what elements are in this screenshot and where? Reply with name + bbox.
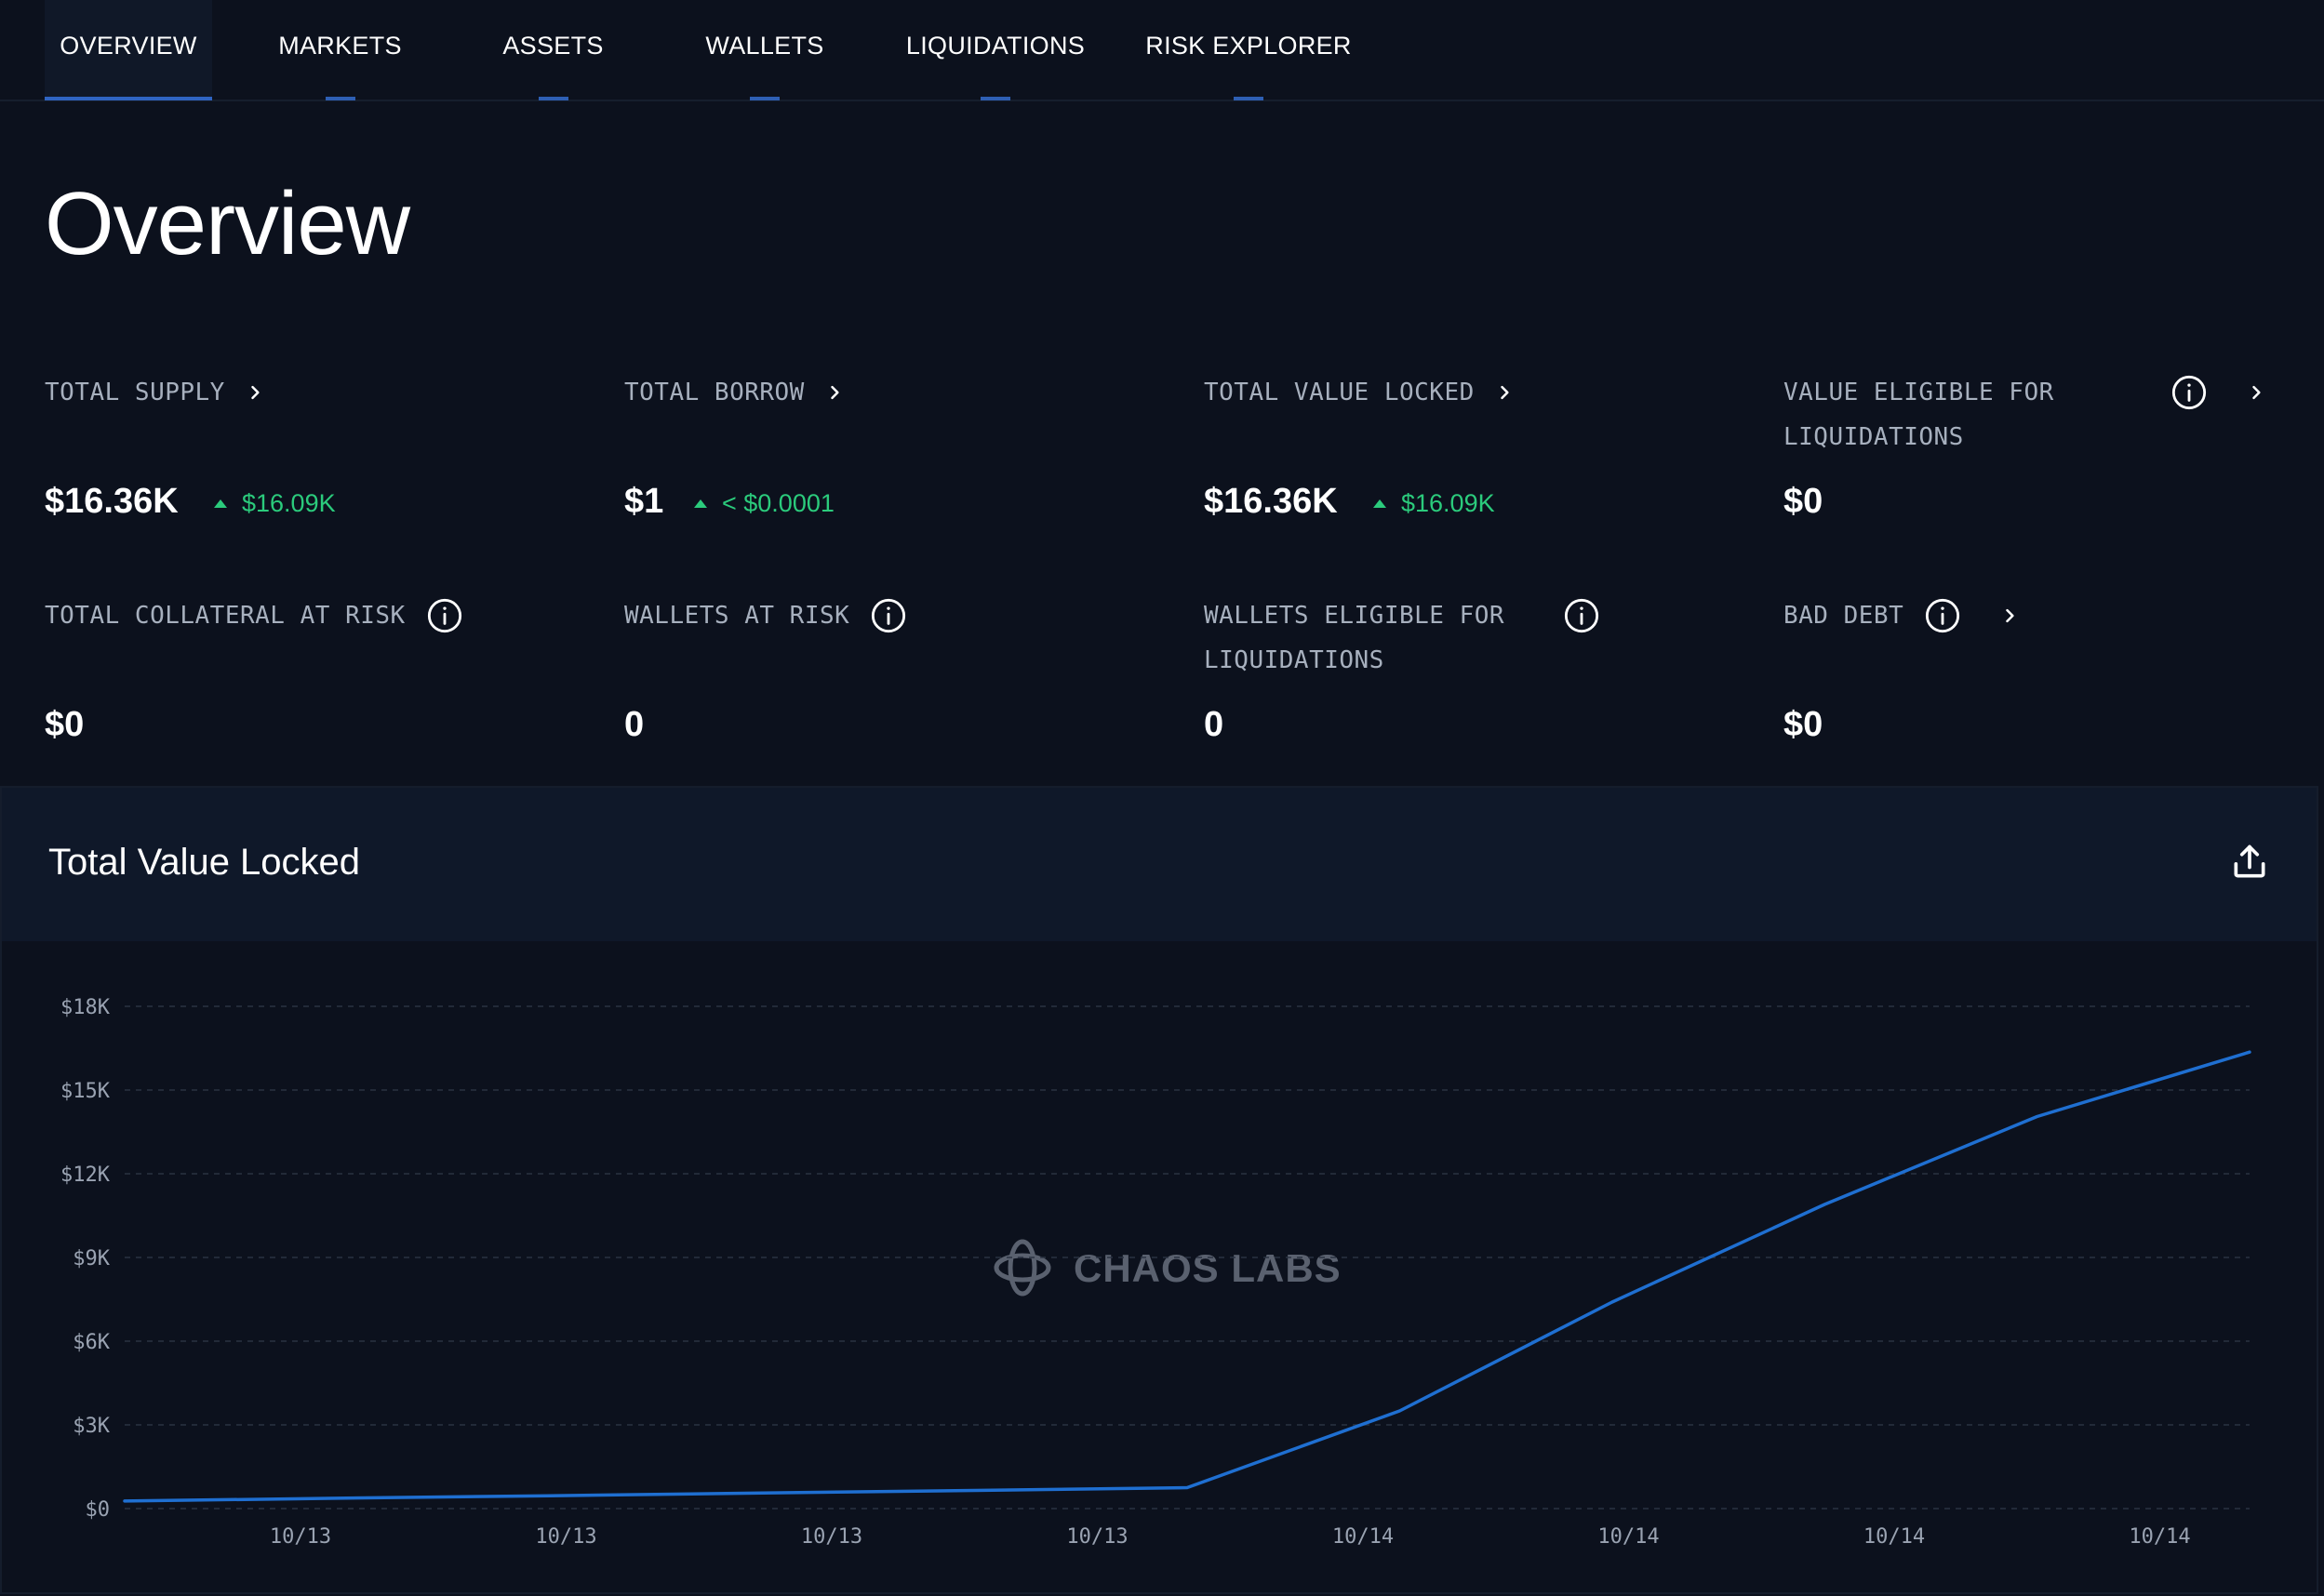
metric-value: 0 — [624, 705, 645, 744]
metric-value: $0 — [1783, 705, 1823, 744]
tvl-chart-card: Total Value Locked CHAOS LABS $0 $3K $6K $9K… — [0, 786, 2318, 1594]
info-icon[interactable] — [1563, 597, 1600, 634]
x-tick-label: 10/13 — [801, 1525, 862, 1549]
tab-risk-explorer[interactable]: RISK EXPLORER — [1137, 0, 1360, 100]
metric-total-borrow[interactable]: TOTAL BORROW — [624, 370, 1145, 584]
y-tick-label: $12K — [60, 1164, 111, 1187]
tab-indicator — [538, 97, 568, 100]
metric-label: WALLETS ELIGIBLE FOR LIQUIDATIONS — [1204, 602, 1505, 674]
info-icon[interactable] — [2170, 374, 2208, 411]
trend-up-icon — [214, 499, 227, 508]
chevron-right-icon[interactable] — [1495, 383, 1514, 402]
metric-delta-value: $16.09K — [242, 489, 336, 517]
metric-label: TOTAL COLLATERAL AT RISK — [45, 602, 406, 630]
export-icon[interactable] — [2229, 842, 2270, 883]
tab-indicator — [750, 97, 780, 100]
metric-value: $0 — [1783, 482, 1823, 521]
metric-label: TOTAL SUPPLY — [45, 379, 225, 406]
metric-delta-value: < $0.0001 — [722, 489, 835, 517]
metric-value: $16.36K — [1204, 482, 1338, 521]
chaos-labs-logo-icon — [994, 1239, 1051, 1297]
info-icon[interactable] — [1924, 597, 1961, 634]
tab-label: OVERVIEW — [60, 31, 197, 60]
metric-delta: < $0.0001 — [694, 489, 835, 518]
tab-indicator — [1234, 97, 1263, 100]
tab-wallets[interactable]: WALLETS — [700, 0, 830, 100]
tab-liquidations[interactable]: LIQUIDATIONS — [888, 0, 1102, 100]
tvl-line-chart: CHAOS LABS $0 $3K $6K $9K $12K $15K $18K 10/13 10… — [60, 996, 2251, 1549]
chevron-right-icon[interactable] — [2000, 606, 2019, 625]
x-tick-label: 10/13 — [1066, 1525, 1128, 1549]
x-tick-label: 10/14 — [1597, 1525, 1659, 1549]
chart-header: Total Value Locked — [2, 788, 2317, 941]
chevron-right-icon[interactable] — [2247, 383, 2265, 402]
tab-markets[interactable]: MARKETS — [278, 0, 402, 100]
x-tick-label: 10/13 — [535, 1525, 596, 1549]
tab-indicator — [981, 97, 1010, 100]
metric-wallets-eligible-for-liquidations: WALLETS ELIGIBLE FOR LIQUIDATIONS — [1204, 593, 1725, 807]
info-icon[interactable] — [870, 597, 907, 634]
metric-value: 0 — [1204, 705, 1224, 744]
tab-label: WALLETS — [705, 31, 824, 60]
metric-value: $1 — [624, 482, 664, 521]
page-title: Overview — [45, 174, 410, 273]
metric-delta: $16.09K — [1373, 489, 1495, 518]
tab-indicator — [325, 97, 355, 100]
chevron-right-icon[interactable] — [246, 383, 264, 402]
x-tick-label: 10/14 — [1863, 1525, 1925, 1549]
metric-total-collateral-at-risk: TOTAL COLLATERAL AT RISK — [45, 593, 566, 807]
metric-label: WALLETS AT RISK — [624, 602, 850, 630]
top-nav: OVERVIEW MARKETS ASSETS WALLETS LIQUIDATIONS… — [0, 0, 2324, 101]
metric-value: $0 — [45, 705, 85, 744]
tab-overview[interactable]: OVERVIEW — [45, 0, 212, 100]
metric-delta: $16.09K — [214, 489, 336, 518]
x-tick-label: 10/14 — [2129, 1525, 2190, 1549]
tab-label: ASSETS — [502, 31, 604, 60]
metric-label: TOTAL BORROW — [624, 379, 805, 406]
tab-label: LIQUIDATIONS — [905, 31, 1086, 60]
metric-label: BAD DEBT — [1783, 602, 1904, 630]
x-tick-label: 10/13 — [270, 1525, 331, 1549]
info-icon[interactable] — [426, 597, 463, 634]
metric-wallets-at-risk: WALLETS AT RISK — [624, 593, 1145, 807]
y-tick-label: $0 — [86, 1498, 111, 1522]
y-tick-label: $9K — [73, 1247, 110, 1270]
x-tick-label: 10/14 — [1332, 1525, 1394, 1549]
metric-label: TOTAL VALUE LOCKED — [1204, 379, 1475, 406]
watermark-text: CHAOS LABS — [1074, 1246, 1342, 1290]
metric-value: $16.36K — [45, 482, 179, 521]
tvl-series-line — [123, 1050, 2251, 1503]
tab-indicator — [45, 97, 212, 100]
metric-delta-value: $16.09K — [1401, 489, 1495, 517]
chart-title: Total Value Locked — [48, 842, 361, 883]
metric-total-supply[interactable]: TOTAL SUPPLY — [45, 370, 566, 584]
tab-label: RISK EXPLORER — [1145, 31, 1352, 60]
y-tick-label: $3K — [73, 1415, 110, 1438]
tab-label: MARKETS — [278, 31, 402, 60]
chaos-labs-watermark: CHAOS LABS — [994, 1239, 1342, 1297]
y-tick-label: $6K — [73, 1331, 110, 1354]
metric-bad-debt[interactable]: BAD DEBT — [1783, 593, 2304, 807]
trend-up-icon — [694, 499, 707, 508]
trend-up-icon — [1373, 499, 1386, 508]
metric-label: VALUE ELIGIBLE FOR LIQUIDATIONS — [1783, 379, 2054, 451]
metric-value-eligible-for-liquidations[interactable]: VALUE ELIGIBLE FOR LIQUIDATIONS — [1783, 370, 2304, 584]
metric-total-value-locked[interactable]: TOTAL VALUE LOCKED — [1204, 370, 1725, 584]
tab-assets[interactable]: ASSETS — [496, 0, 610, 100]
chevron-right-icon[interactable] — [825, 383, 844, 402]
y-tick-label: $18K — [60, 996, 111, 1019]
y-tick-label: $15K — [60, 1080, 111, 1103]
